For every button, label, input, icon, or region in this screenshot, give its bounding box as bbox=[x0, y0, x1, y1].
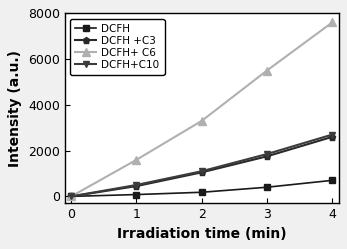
DCFH+ C6 bbox=[265, 69, 269, 72]
DCFH +C3 bbox=[134, 185, 138, 187]
DCFH+C10 bbox=[134, 184, 138, 187]
DCFH+C10 bbox=[265, 153, 269, 156]
DCFH+ C6 bbox=[134, 158, 138, 161]
DCFH bbox=[330, 179, 334, 182]
DCFH+ C6 bbox=[200, 119, 204, 122]
DCFH+C10 bbox=[69, 195, 73, 198]
X-axis label: Irradiation time (min): Irradiation time (min) bbox=[117, 227, 287, 241]
DCFH+C10 bbox=[200, 170, 204, 173]
DCFH +C3 bbox=[330, 135, 334, 138]
Legend: DCFH, DCFH +C3, DCFH+ C6, DCFH+C10: DCFH, DCFH +C3, DCFH+ C6, DCFH+C10 bbox=[70, 18, 164, 75]
Line: DCFH +C3: DCFH +C3 bbox=[68, 133, 336, 200]
Y-axis label: Intensity (a.u.): Intensity (a.u.) bbox=[8, 50, 22, 167]
Line: DCFH: DCFH bbox=[68, 178, 335, 199]
Line: DCFH+C10: DCFH+C10 bbox=[68, 131, 336, 200]
DCFH+ C6 bbox=[69, 195, 73, 198]
DCFH+ C6 bbox=[330, 21, 334, 24]
DCFH +C3 bbox=[69, 195, 73, 198]
DCFH bbox=[134, 193, 138, 196]
DCFH +C3 bbox=[200, 171, 204, 174]
DCFH bbox=[69, 195, 73, 198]
Line: DCFH+ C6: DCFH+ C6 bbox=[67, 18, 336, 200]
DCFH bbox=[200, 191, 204, 194]
DCFH+C10 bbox=[330, 133, 334, 136]
DCFH bbox=[265, 186, 269, 189]
DCFH +C3 bbox=[265, 155, 269, 158]
